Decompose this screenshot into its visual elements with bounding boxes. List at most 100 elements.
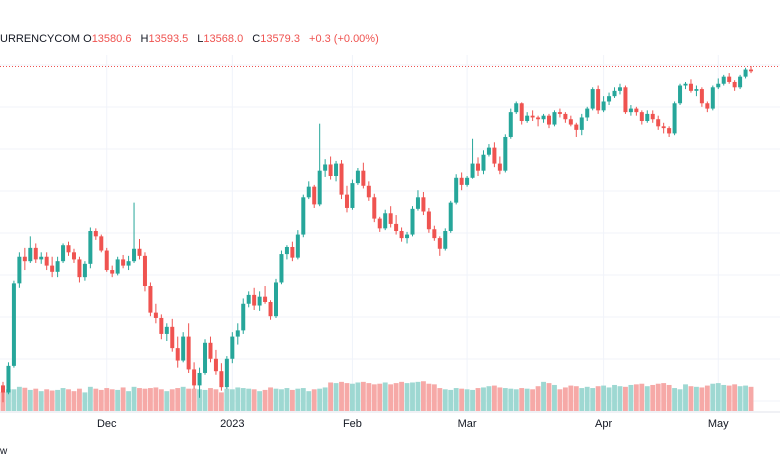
volume-bar bbox=[704, 385, 710, 411]
volume-bar bbox=[726, 385, 732, 411]
candle bbox=[514, 101, 519, 114]
candle-body bbox=[39, 256, 44, 260]
x-tick-label: May bbox=[708, 418, 729, 430]
candle bbox=[421, 191, 426, 216]
candle-body bbox=[11, 283, 16, 366]
volume-bar bbox=[573, 386, 579, 411]
volume-bar bbox=[55, 389, 61, 411]
candle bbox=[738, 74, 743, 90]
candle bbox=[716, 78, 721, 90]
volume-bar bbox=[224, 388, 230, 411]
volume-bar bbox=[306, 391, 312, 411]
volume-bar bbox=[557, 389, 563, 411]
candle bbox=[415, 190, 420, 211]
candle bbox=[563, 112, 568, 123]
volume-bar bbox=[606, 387, 612, 411]
candle bbox=[508, 108, 513, 139]
candle-body bbox=[388, 213, 393, 224]
volume-bar bbox=[562, 387, 568, 411]
candle bbox=[721, 74, 726, 86]
candle-body bbox=[126, 261, 131, 266]
candle bbox=[437, 236, 442, 256]
candle-body bbox=[99, 236, 104, 251]
volume-bar bbox=[11, 389, 17, 411]
candle bbox=[110, 265, 115, 278]
candle bbox=[306, 181, 311, 200]
volume-bar bbox=[623, 386, 628, 411]
candle-body bbox=[246, 294, 251, 304]
candle bbox=[137, 239, 142, 260]
candle-body bbox=[164, 326, 169, 334]
candle-body bbox=[33, 247, 38, 260]
candle-body bbox=[699, 89, 704, 104]
candle bbox=[290, 241, 295, 262]
x-axis-ticks: Dec 2023 Feb Mar Apr May bbox=[97, 418, 729, 430]
volume-bar bbox=[693, 386, 699, 411]
candle-body bbox=[252, 294, 257, 306]
candle-body bbox=[508, 112, 513, 137]
candle-body bbox=[148, 286, 153, 313]
candle-body bbox=[170, 326, 175, 349]
volume-bar bbox=[109, 389, 115, 411]
volume-bar bbox=[137, 388, 142, 411]
candle bbox=[88, 227, 93, 269]
candle bbox=[492, 142, 497, 168]
candle bbox=[568, 115, 573, 127]
candle bbox=[230, 332, 235, 364]
candle-body bbox=[503, 136, 508, 171]
candle-body bbox=[301, 197, 306, 235]
volume-bar bbox=[71, 391, 77, 411]
candle-body bbox=[241, 303, 246, 331]
candle bbox=[317, 123, 322, 207]
candle-body bbox=[579, 117, 584, 130]
volume-bar bbox=[120, 387, 126, 411]
candle-body bbox=[186, 336, 191, 370]
volume-bar bbox=[82, 392, 88, 411]
volume-bar bbox=[322, 387, 328, 411]
candle bbox=[497, 156, 502, 175]
volume-bar bbox=[748, 386, 754, 411]
candle bbox=[650, 110, 655, 123]
volume-bar bbox=[153, 387, 159, 411]
candle-body bbox=[295, 234, 300, 258]
volume-bar bbox=[502, 388, 508, 411]
candle-body bbox=[344, 194, 349, 208]
candle-body bbox=[650, 113, 655, 120]
candle-body bbox=[678, 85, 683, 104]
candle-body bbox=[749, 69, 754, 72]
candle-body bbox=[596, 89, 601, 111]
volume-bar bbox=[186, 388, 192, 411]
low-value: 13568.0 bbox=[203, 33, 244, 45]
candle bbox=[519, 102, 524, 125]
volume-bar bbox=[87, 386, 93, 411]
candle bbox=[443, 228, 448, 251]
candle-body bbox=[426, 211, 431, 230]
candle-body bbox=[454, 177, 459, 203]
candle bbox=[121, 254, 126, 269]
volume-bar bbox=[289, 389, 295, 411]
candle bbox=[301, 194, 306, 238]
candle bbox=[743, 67, 748, 79]
volume-bar bbox=[737, 386, 743, 411]
candle-body bbox=[22, 256, 27, 262]
candle-body bbox=[486, 147, 491, 155]
volume-bar bbox=[677, 389, 683, 411]
volume-bar bbox=[355, 382, 361, 411]
volume-bar bbox=[164, 391, 170, 411]
candle-body bbox=[366, 185, 371, 198]
candle bbox=[219, 363, 224, 391]
candle bbox=[142, 252, 147, 292]
volume-bar bbox=[448, 389, 454, 411]
candle bbox=[634, 106, 639, 116]
candle bbox=[153, 303, 158, 324]
candle bbox=[688, 79, 693, 93]
candle-body bbox=[568, 119, 573, 125]
volume-bar bbox=[175, 388, 181, 411]
candle bbox=[454, 174, 459, 205]
grid bbox=[0, 55, 780, 412]
candle-body bbox=[208, 342, 213, 359]
candle-body bbox=[290, 246, 295, 258]
volume-bar bbox=[366, 383, 372, 411]
volume-bar bbox=[715, 383, 721, 411]
candle-body bbox=[530, 115, 535, 118]
